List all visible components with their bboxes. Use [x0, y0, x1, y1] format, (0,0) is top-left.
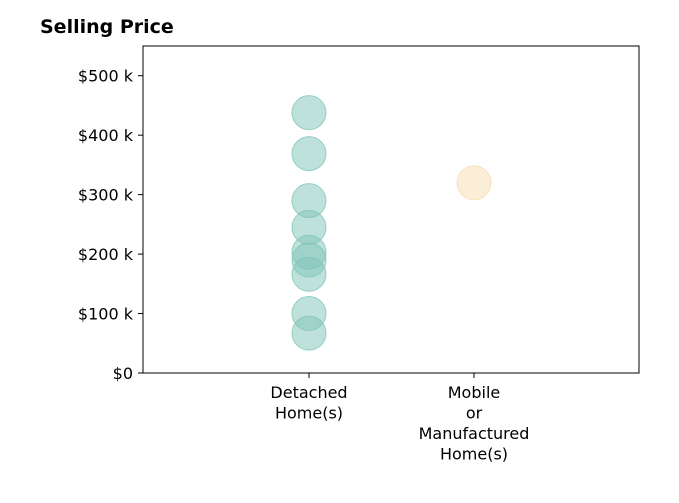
- x-tick-label-line: or: [466, 404, 483, 423]
- x-tick-label-line: Manufactured: [419, 424, 530, 443]
- plot-frame: [142, 45, 640, 374]
- y-axis: $0 $100 k $200 k $300 k $400 k $500 k: [78, 67, 143, 383]
- data-point: [291, 256, 327, 292]
- x-tick-label: Mobile or Manufactured Home(s): [419, 383, 530, 464]
- y-tick-label: $300 k: [78, 186, 134, 205]
- data-point: [456, 165, 492, 201]
- data-point: [291, 136, 327, 172]
- x-axis: Detached Home(s) Mobile or Manufactured Home(…: [270, 373, 529, 464]
- x-tick-label-line: Mobile: [448, 383, 500, 402]
- x-tick-label-line: Home(s): [275, 404, 343, 423]
- y-tick-label: $0: [113, 364, 133, 383]
- y-tick-label: $200 k: [78, 245, 134, 264]
- y-tick-label: $400 k: [78, 126, 134, 145]
- x-tick-label-line: Home(s): [440, 445, 508, 464]
- y-tick-label: $100 k: [78, 305, 134, 324]
- chart-title: Selling Price: [40, 16, 174, 38]
- x-tick-label-line: Detached: [270, 383, 347, 402]
- x-tick-label: Detached Home(s): [270, 383, 347, 423]
- data-points: [291, 95, 492, 351]
- y-tick-label: $500 k: [78, 67, 134, 86]
- data-point: [291, 315, 327, 351]
- data-point: [291, 95, 327, 131]
